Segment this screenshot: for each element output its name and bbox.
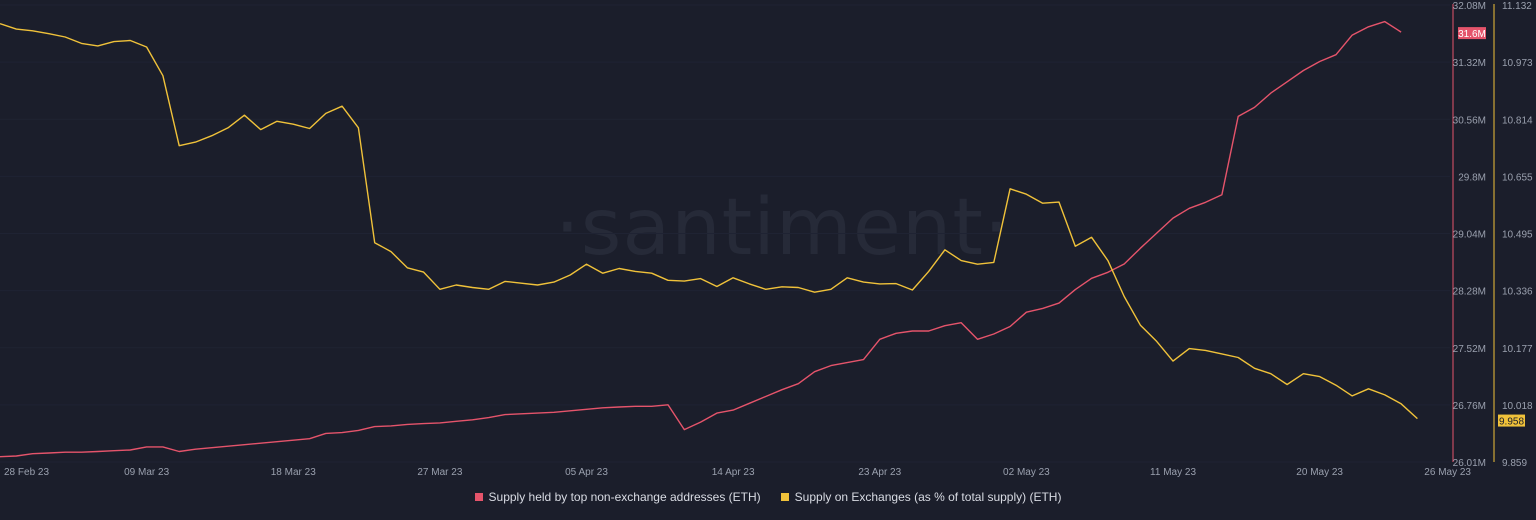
right-last-value-badge <box>1498 414 1525 427</box>
x-tick-label: 14 Apr 23 <box>712 467 755 478</box>
right-tick-label: 10.336 <box>1502 287 1533 298</box>
left-tick-label: 29.04M <box>1453 230 1486 241</box>
left-last-value-badge <box>1458 27 1486 40</box>
legend-label-top-holders: Supply held by top non-exchange addresse… <box>488 490 761 504</box>
right-tick-label: 10.177 <box>1502 344 1533 355</box>
legend: Supply held by top non-exchange addresse… <box>0 490 1536 504</box>
x-tick-label: 26 May 23 <box>1424 467 1471 478</box>
left-tick-label: 30.56M <box>1453 115 1486 126</box>
gridlines <box>0 4 1450 463</box>
legend-label-exchange-supply: Supply on Exchanges (as % of total suppl… <box>794 490 1062 504</box>
left-tick-label: 26.76M <box>1453 401 1486 412</box>
left-tick-label: 32.08M <box>1453 1 1486 12</box>
series-layer <box>0 20 1418 458</box>
x-tick-label: 11 May 23 <box>1150 467 1196 478</box>
watermark: ·santiment· <box>555 183 1010 273</box>
last-value-badges: 31.6M 9.958 <box>1458 27 1525 428</box>
series-line-top-holders <box>0 20 1402 458</box>
left-axis-ticks: 32.08M 31.32M 30.56M 29.8M 29.04M 28.28M 27.52… <box>1453 1 1486 469</box>
right-tick-label: 10.814 <box>1502 115 1533 126</box>
legend-swatch-red <box>474 493 483 501</box>
x-tick-label: 28 Feb 23 <box>4 467 49 478</box>
x-axis-ticks: 28 Feb 23 09 Mar 23 18 Mar 23 27 Mar 23 05 A… <box>4 467 1471 478</box>
left-tick-label: 28.28M <box>1453 287 1486 298</box>
x-tick-label: 02 May 23 <box>1003 467 1050 478</box>
right-tick-label: 10.973 <box>1502 58 1533 69</box>
legend-item-top-holders[interactable]: Supply held by top non-exchange addresse… <box>474 490 761 504</box>
left-tick-label: 26.01M <box>1453 458 1486 469</box>
right-axis-ticks: 11.132 10.973 10.814 10.655 10.495 10.336 10.1… <box>1502 1 1533 469</box>
legend-item-exchange-supply[interactable]: Supply on Exchanges (as % of total suppl… <box>780 490 1062 504</box>
right-tick-label: 9.859 <box>1502 458 1527 469</box>
x-tick-label: 23 Apr 23 <box>858 467 901 478</box>
series-line-exchange-supply <box>0 23 1418 420</box>
left-tick-label: 27.52M <box>1453 344 1486 355</box>
right-tick-label: 11.132 <box>1502 1 1532 12</box>
x-tick-label: 09 Mar 23 <box>124 467 169 478</box>
left-tick-label: 31.32M <box>1453 58 1486 69</box>
left-last-value-text: 31.6M <box>1458 29 1486 40</box>
right-last-value-text: 9.958 <box>1499 417 1524 428</box>
x-tick-label: 20 May 23 <box>1296 467 1343 478</box>
left-tick-label: 29.8M <box>1458 172 1486 183</box>
x-tick-label: 18 Mar 23 <box>271 467 316 478</box>
x-tick-label: 27 Mar 23 <box>417 467 462 478</box>
right-tick-label: 10.018 <box>1502 401 1533 412</box>
right-tick-label: 10.495 <box>1502 230 1533 241</box>
right-tick-label: 10.655 <box>1502 172 1533 183</box>
x-tick-label: 05 Apr 23 <box>565 467 608 478</box>
legend-swatch-yellow <box>780 493 789 501</box>
line-chart: ·santiment· 32.08M 31.32M 30.56M 29.8M 29.04… <box>0 1 1533 478</box>
